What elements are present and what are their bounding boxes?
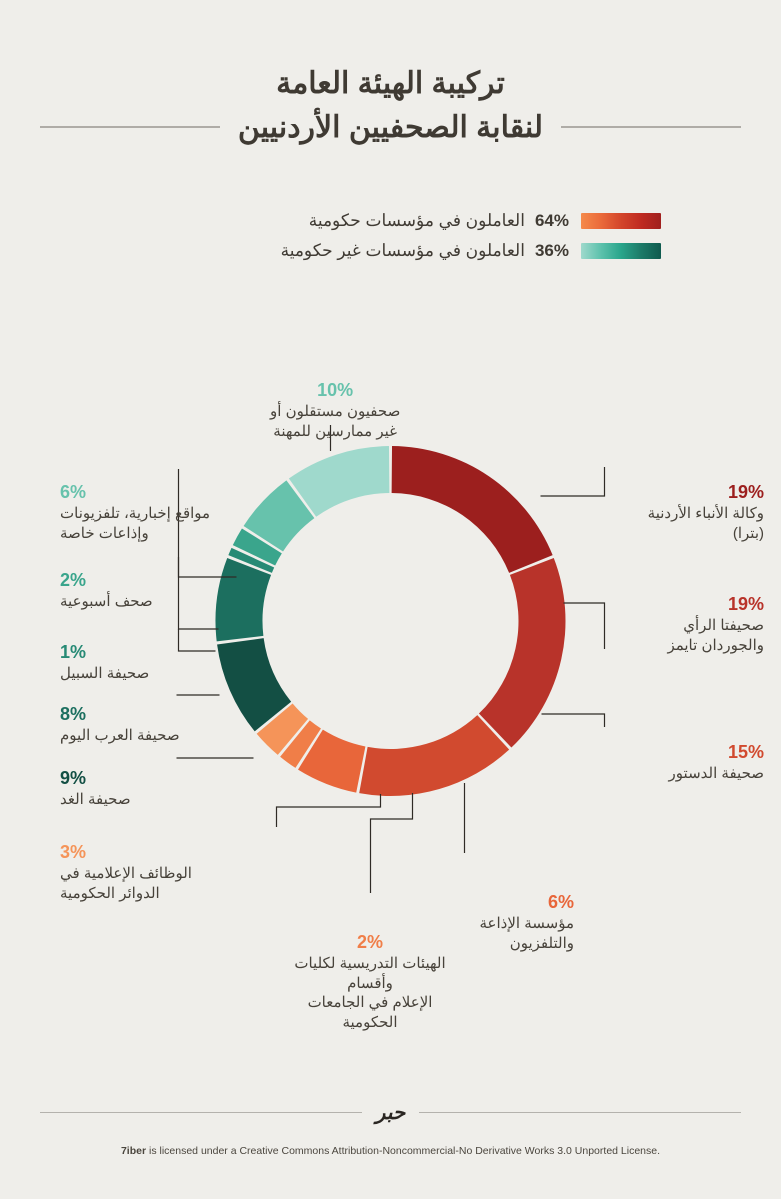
logo: حبر xyxy=(376,1100,405,1125)
page-title: تركيبة الهيئة العامة لنقابة الصحفيين الأ… xyxy=(0,0,781,149)
leader-govmedia xyxy=(276,794,380,827)
title-line-2: لنقابة الصحفيين الأردنيين xyxy=(238,106,543,150)
callout-univ: 2%الهيئات التدريسية لكليات وأقسامالإعلام… xyxy=(280,931,460,1032)
callout-label-rai_jt: صحيفتا الرأيوالجوردان تايمز xyxy=(614,616,764,655)
callout-weekly: 2%صحف أسبوعية xyxy=(60,569,240,612)
leader-petra xyxy=(540,467,604,496)
callout-label-indep: صحفيون مستقلون أوغير ممارسين للمهنة xyxy=(270,402,400,441)
callout-label-dustour: صحيفة الدستور xyxy=(614,764,764,784)
callout-label-ghad: صحيفة الغد xyxy=(60,790,240,810)
callout-arabyawm: 8%صحيفة العرب اليوم xyxy=(60,703,240,746)
legend-label-gov: العاملون في مؤسسات حكومية xyxy=(309,211,525,231)
callout-pct-weekly: 2% xyxy=(60,569,240,592)
title-rule-row: لنقابة الصحفيين الأردنيين xyxy=(40,106,741,150)
callout-pct-rai_jt: 19% xyxy=(614,593,764,616)
leader-dustour xyxy=(541,714,604,727)
callout-pct-sabeel: 1% xyxy=(60,641,240,664)
slice-petra xyxy=(391,446,552,573)
callout-pct-indep: 10% xyxy=(270,379,400,402)
leader-rai_jt xyxy=(563,603,604,649)
callout-pct-petra: 19% xyxy=(614,481,764,504)
license-text: 7iber is licensed under a Creative Commo… xyxy=(0,1145,781,1157)
rule-left xyxy=(561,126,741,128)
callout-label-weekly: صحف أسبوعية xyxy=(60,592,240,612)
callout-label-univ: الهيئات التدريسية لكليات وأقسامالإعلام ف… xyxy=(280,954,460,1032)
callout-label-govmedia: الوظائف الإعلامية فيالدوائر الحكومية xyxy=(60,864,240,903)
legend-swatch-gov xyxy=(581,213,661,229)
license-rest: is licensed under a Creative Commons Att… xyxy=(149,1145,660,1157)
leader-univ xyxy=(370,793,412,893)
callout-label-petra: وكالة الأنباء الأردنية (بترا) xyxy=(614,504,764,543)
callout-pct-arabyawm: 8% xyxy=(60,703,240,726)
callout-pct-ghad: 9% xyxy=(60,767,240,790)
callout-petra: 19%وكالة الأنباء الأردنية (بترا) xyxy=(614,481,764,543)
rule-right xyxy=(40,126,220,128)
footer-rule-left xyxy=(419,1112,741,1114)
footer-rule-right xyxy=(40,1112,362,1114)
callout-govmedia: 3%الوظائف الإعلامية فيالدوائر الحكومية xyxy=(60,841,240,903)
callout-pct-rtv: 6% xyxy=(424,891,574,914)
callout-indep: 10%صحفيون مستقلون أوغير ممارسين للمهنة xyxy=(270,379,400,441)
callout-private: 6%مواقع إخبارية، تلفزيوناتوإذاعات خاصة xyxy=(60,481,240,543)
callout-dustour: 15%صحيفة الدستور xyxy=(614,741,764,784)
callout-ghad: 9%صحيفة الغد xyxy=(60,767,240,810)
callout-pct-dustour: 15% xyxy=(614,741,764,764)
legend-pct-gov: 64% xyxy=(535,211,569,231)
slice-dustour xyxy=(359,715,509,796)
slice-rai_jt xyxy=(478,558,565,748)
callout-rai_jt: 19%صحيفتا الرأيوالجوردان تايمز xyxy=(614,593,764,655)
callout-label-private: مواقع إخبارية، تلفزيوناتوإذاعات خاصة xyxy=(60,504,240,543)
callout-label-arabyawm: صحيفة العرب اليوم xyxy=(60,726,240,746)
title-line-1: تركيبة الهيئة العامة xyxy=(0,62,781,106)
callout-label-sabeel: صحيفة السبيل xyxy=(60,664,240,684)
footer-separator: حبر xyxy=(40,1100,741,1125)
license-brand: 7iber xyxy=(121,1145,146,1157)
callout-sabeel: 1%صحيفة السبيل xyxy=(60,641,240,684)
legend-item-gov: 64% العاملون في مؤسسات حكومية xyxy=(309,211,661,231)
callout-pct-private: 6% xyxy=(60,481,240,504)
donut-chart: 19%وكالة الأنباء الأردنية (بترا)19%صحيفت… xyxy=(0,271,781,971)
page: تركيبة الهيئة العامة لنقابة الصحفيين الأ… xyxy=(0,0,781,1199)
callout-pct-univ: 2% xyxy=(280,931,460,954)
callout-pct-govmedia: 3% xyxy=(60,841,240,864)
